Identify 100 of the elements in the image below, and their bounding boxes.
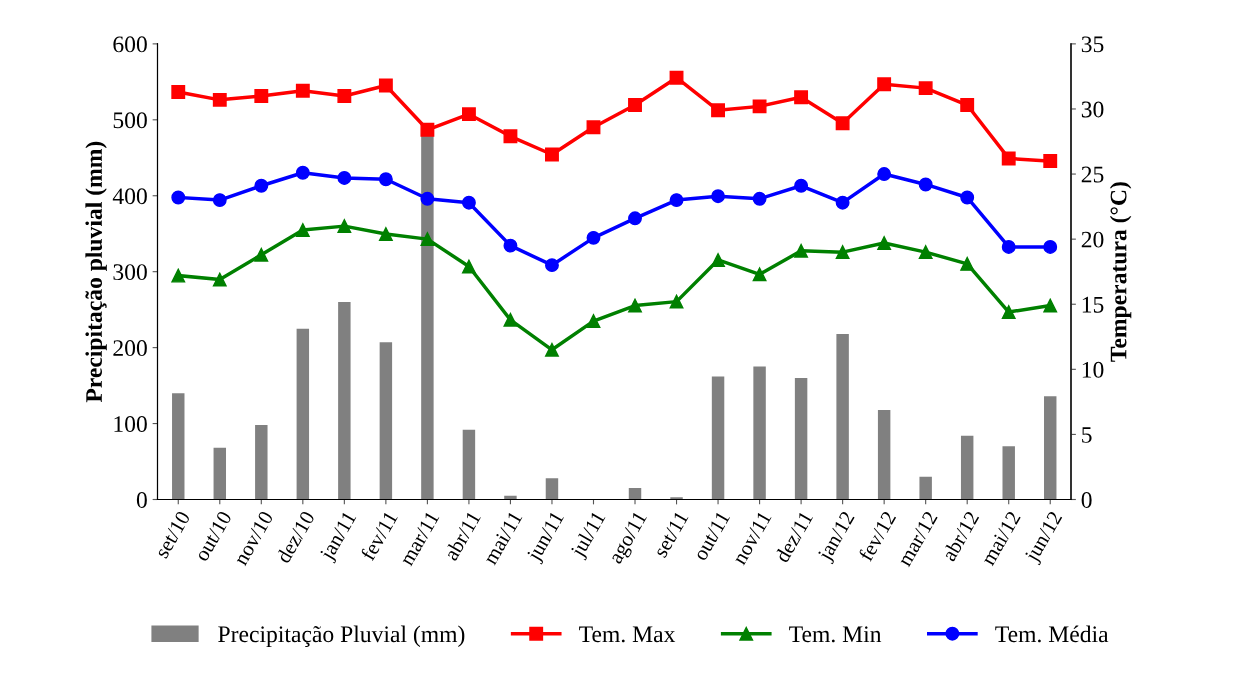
point bbox=[171, 268, 186, 283]
point bbox=[461, 107, 476, 122]
bar bbox=[960, 435, 974, 500]
point bbox=[545, 258, 559, 273]
point bbox=[877, 77, 892, 92]
point bbox=[378, 226, 393, 241]
point bbox=[918, 245, 933, 260]
bar bbox=[1044, 396, 1057, 500]
point bbox=[337, 219, 352, 234]
point bbox=[212, 92, 227, 107]
point bbox=[420, 122, 435, 137]
point bbox=[711, 103, 726, 118]
bar bbox=[794, 378, 808, 500]
point bbox=[835, 195, 850, 210]
point bbox=[1001, 151, 1016, 166]
y2-tick-label: 30 bbox=[1081, 101, 1104, 118]
bar bbox=[711, 376, 725, 500]
point bbox=[545, 147, 559, 162]
bar bbox=[255, 425, 268, 500]
point bbox=[752, 267, 767, 282]
y-tick-label: 500 bbox=[113, 112, 147, 129]
point bbox=[171, 85, 186, 99]
point bbox=[420, 232, 435, 247]
bar bbox=[1002, 446, 1015, 500]
legend-label: Tem. Max bbox=[579, 626, 676, 643]
bar bbox=[213, 447, 227, 500]
point bbox=[960, 256, 975, 271]
point bbox=[295, 223, 310, 237]
y2-tick-label: 0 bbox=[1081, 491, 1092, 508]
bar bbox=[670, 497, 683, 500]
y2-tick-label: 5 bbox=[1082, 427, 1092, 443]
point bbox=[545, 342, 559, 357]
point bbox=[503, 238, 518, 253]
bar bbox=[919, 476, 932, 500]
point bbox=[378, 172, 393, 187]
point bbox=[752, 191, 767, 206]
y2-tick-label: 15 bbox=[1082, 296, 1104, 313]
bar bbox=[877, 409, 891, 500]
legend-label: Precipitação Pluvial (mm) bbox=[218, 625, 465, 647]
point bbox=[295, 165, 310, 180]
point bbox=[669, 294, 684, 309]
bar bbox=[172, 393, 185, 500]
point bbox=[918, 177, 933, 192]
point bbox=[835, 116, 850, 131]
point bbox=[503, 312, 518, 327]
point bbox=[420, 191, 435, 206]
point bbox=[877, 167, 892, 181]
y-tick-label: 200 bbox=[113, 340, 147, 357]
bar bbox=[462, 429, 476, 500]
point bbox=[628, 211, 642, 226]
point bbox=[295, 83, 310, 98]
point bbox=[1001, 240, 1016, 254]
y-tick-label: 0 bbox=[136, 491, 147, 508]
point bbox=[1043, 240, 1058, 254]
point bbox=[794, 243, 809, 258]
point bbox=[1001, 305, 1016, 319]
legend-label: Tem. Média bbox=[995, 625, 1109, 643]
point bbox=[752, 99, 767, 114]
bar bbox=[545, 478, 559, 500]
point bbox=[960, 98, 975, 113]
point bbox=[586, 120, 601, 135]
point bbox=[628, 98, 642, 113]
y-tick-label: 600 bbox=[113, 36, 147, 53]
point bbox=[378, 78, 393, 93]
point bbox=[254, 89, 269, 103]
point bbox=[669, 193, 684, 208]
bar bbox=[379, 342, 393, 500]
point bbox=[254, 178, 269, 193]
point bbox=[337, 171, 352, 185]
point bbox=[794, 90, 809, 105]
bar bbox=[628, 488, 642, 500]
point bbox=[835, 245, 850, 260]
point bbox=[1043, 154, 1058, 168]
point bbox=[1043, 298, 1058, 313]
bar bbox=[753, 366, 766, 500]
y-tick-label: 400 bbox=[112, 188, 147, 205]
point bbox=[586, 314, 601, 329]
y-tick-label: 300 bbox=[113, 264, 147, 281]
point bbox=[461, 195, 476, 210]
point bbox=[877, 236, 892, 250]
y2-axis-title: Temperatura (°C) bbox=[1109, 182, 1132, 362]
point bbox=[794, 178, 809, 193]
point bbox=[918, 81, 933, 96]
y-tick-label: 100 bbox=[114, 416, 147, 432]
y2-tick-label: 10 bbox=[1082, 361, 1104, 378]
y2-tick-label: 25 bbox=[1081, 166, 1104, 183]
y2-tick-label: 35 bbox=[1081, 36, 1104, 53]
point bbox=[254, 247, 269, 262]
point bbox=[960, 190, 975, 205]
point bbox=[711, 253, 726, 267]
point bbox=[212, 193, 227, 208]
point bbox=[171, 190, 186, 205]
bar bbox=[836, 333, 849, 500]
bar bbox=[338, 302, 351, 500]
y-axis-title: Precipitação pluvial (mm) bbox=[85, 141, 107, 403]
y2-tick-label: 20 bbox=[1081, 231, 1104, 248]
point bbox=[711, 189, 726, 204]
bar bbox=[296, 328, 310, 500]
point bbox=[669, 70, 684, 85]
legend-label: Tem. Min bbox=[789, 626, 882, 643]
